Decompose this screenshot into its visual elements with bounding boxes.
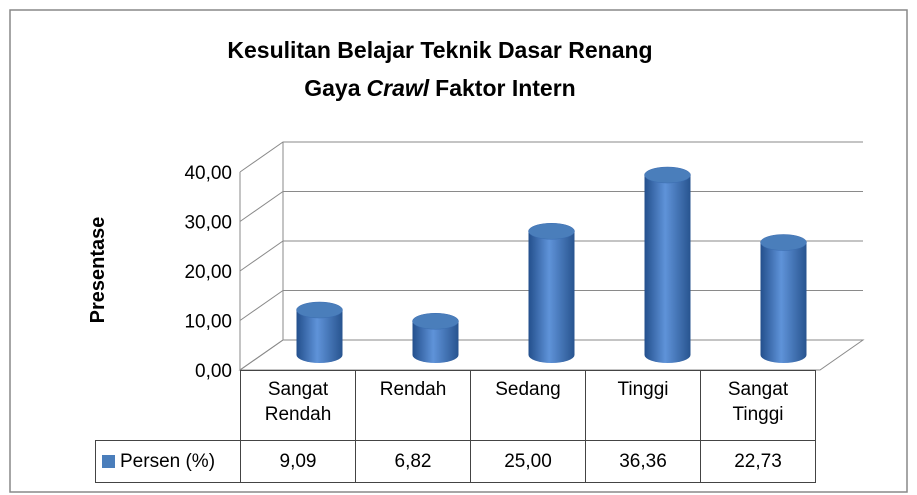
data-table: Sangat Rendah Rendah Sedang Tinggi Sangat Ti… [95, 370, 816, 483]
y-tick-label: 0,00 [195, 361, 232, 382]
grid-line [239, 141, 863, 173]
cylinder [528, 223, 575, 363]
cylinder-body [644, 175, 691, 363]
legend-label: Persen (%) [120, 450, 216, 472]
x-tick-label: Sangat Rendah [240, 370, 356, 441]
data-label: 36,36 [585, 440, 701, 483]
x-tick-label: Tinggi [585, 370, 701, 441]
y-tick-label: 30,00 [184, 213, 232, 234]
y-tick-label: 10,00 [184, 312, 232, 333]
y-tick-label: 20,00 [184, 262, 232, 283]
cylinder-top [644, 166, 691, 184]
data-label: 25,00 [470, 440, 586, 483]
cylinder-body [528, 231, 575, 363]
cylinder [412, 312, 459, 363]
data-label: 22,73 [700, 440, 816, 483]
cylinder-top [412, 312, 459, 330]
cylinder-body [760, 242, 807, 363]
title-part: Gaya [304, 75, 360, 101]
data-label: 6,82 [355, 440, 471, 483]
cylinder [760, 234, 807, 363]
y-tick-label: 40,00 [184, 163, 232, 184]
legend-swatch [102, 454, 115, 468]
cylinder [296, 301, 343, 363]
chart-title: Kesulitan Belajar Teknik Dasar Renang [227, 37, 652, 63]
cylinder-top [528, 223, 575, 240]
cylinder-top [760, 234, 807, 251]
cylinder [644, 166, 691, 363]
title-part: Crawl [367, 75, 430, 101]
data-label: 9,09 [240, 440, 356, 483]
x-tick-label: Rendah [355, 370, 471, 441]
title-part: Faktor Intern [435, 75, 576, 101]
x-tick-label: Sangat Tinggi [700, 370, 816, 441]
legend-entry: Persen (%) [95, 440, 241, 483]
x-tick-label: Sedang [470, 370, 586, 441]
cylinder-body [412, 321, 459, 363]
y-axis-label: Presentase [87, 217, 109, 324]
cylinder-top [296, 301, 343, 319]
cylinder-body [296, 310, 343, 363]
chart-title: Gaya Crawl Faktor Intern [304, 75, 575, 101]
